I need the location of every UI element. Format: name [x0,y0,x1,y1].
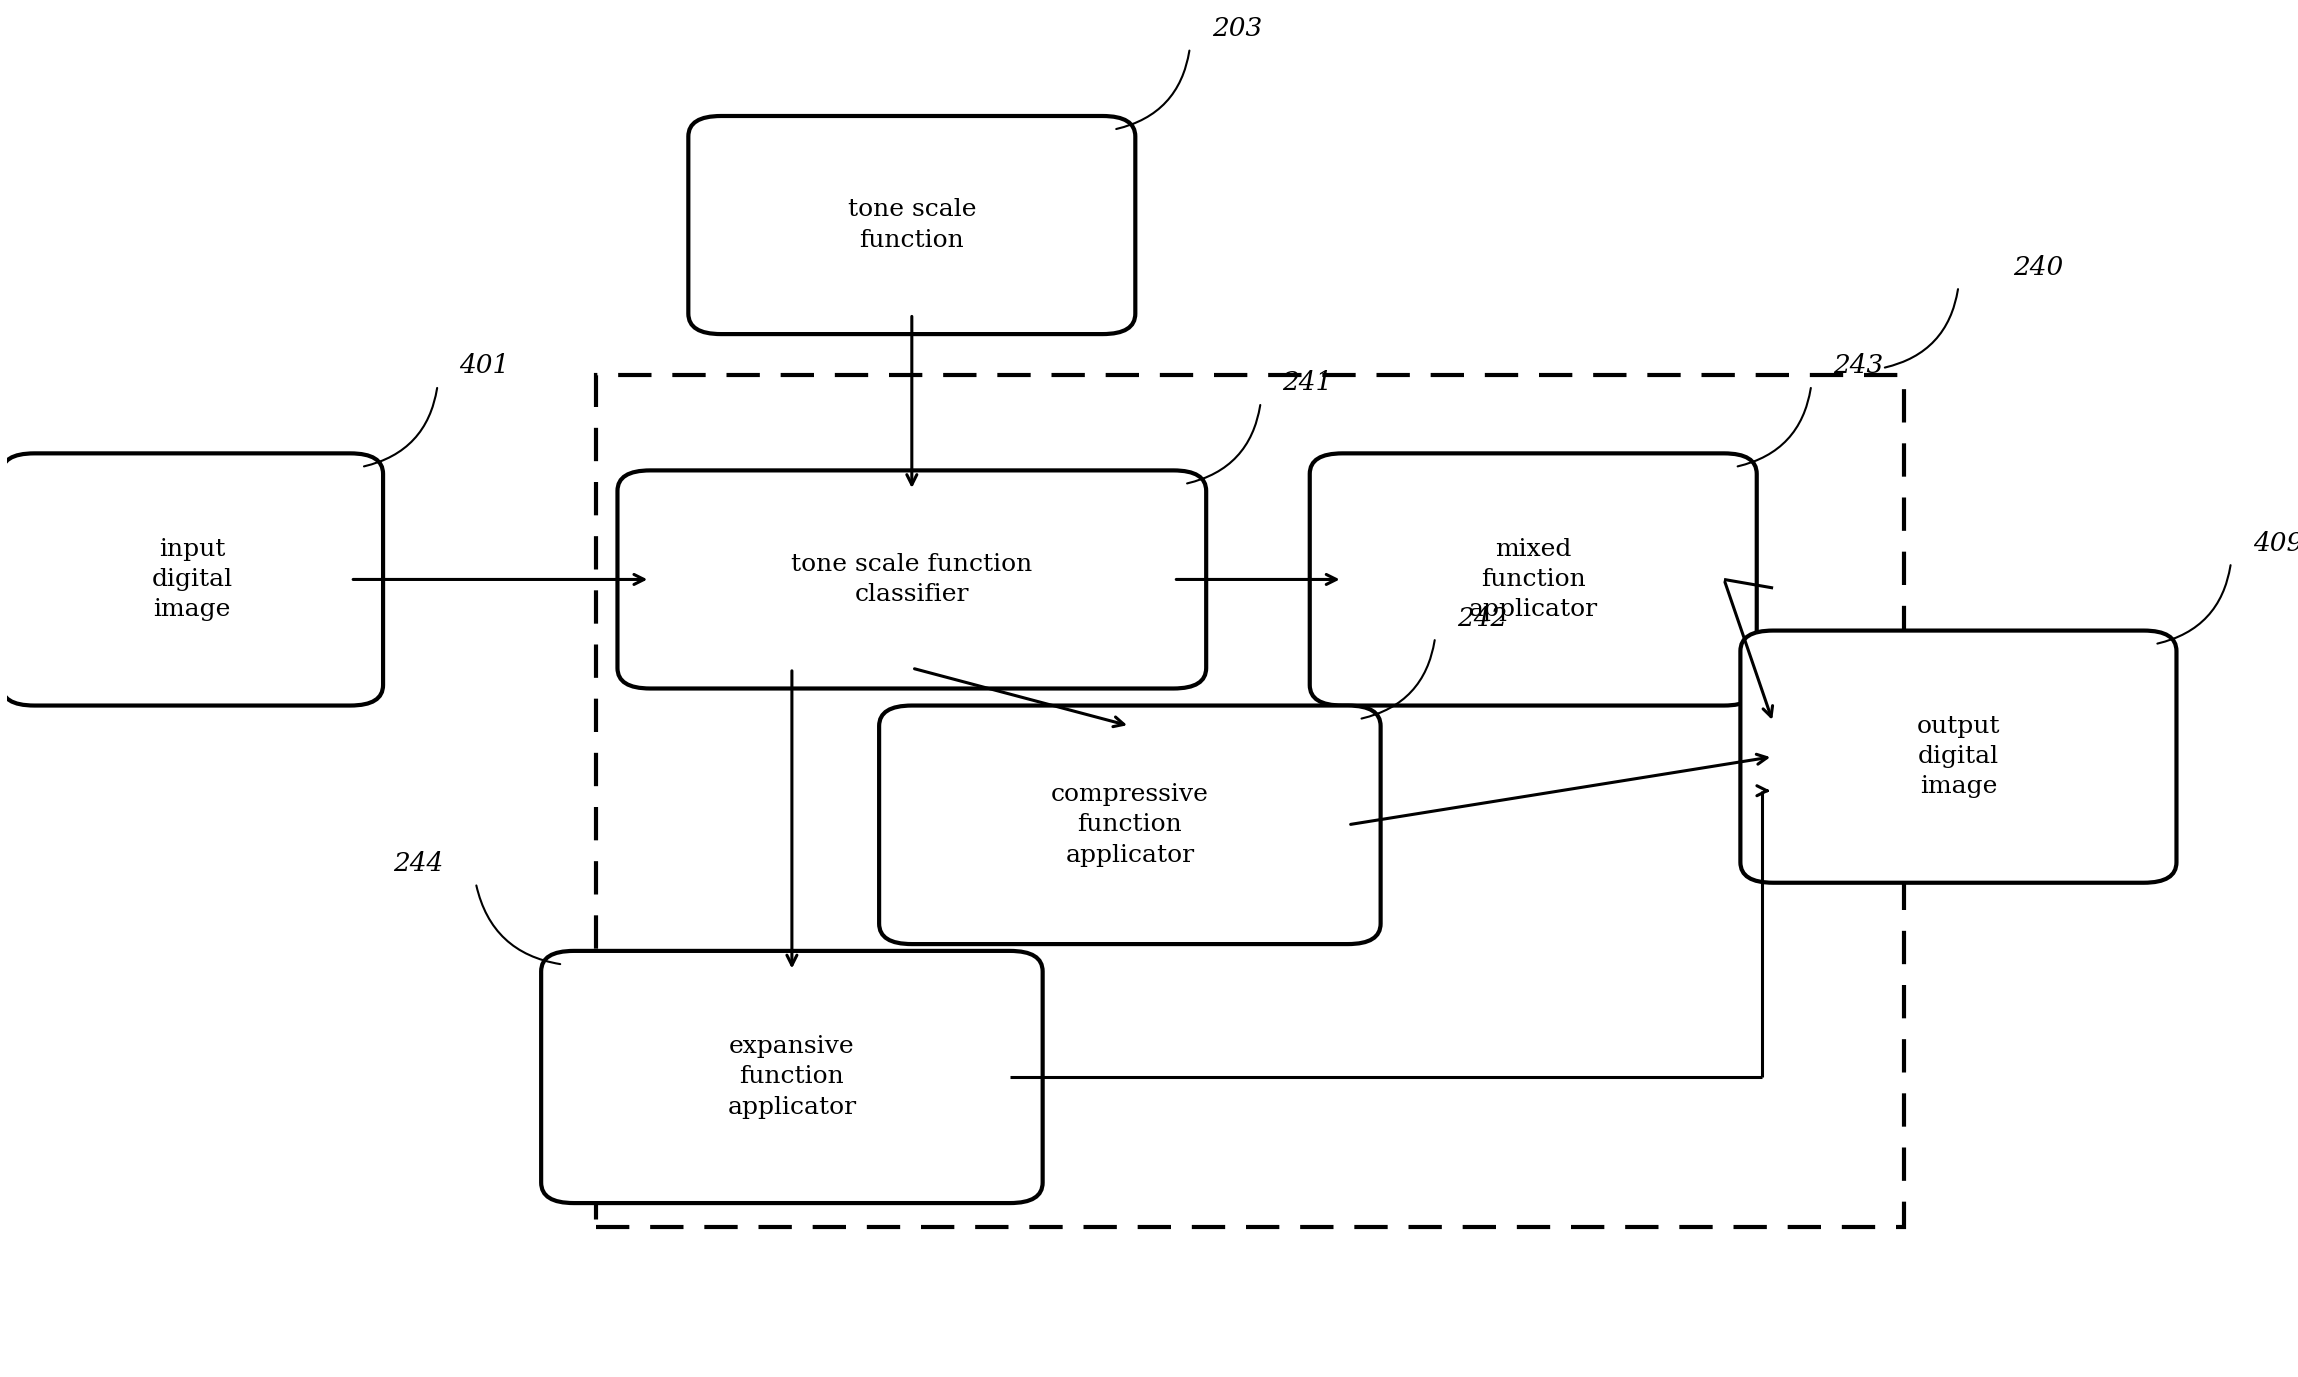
Text: compressive
function
applicator: compressive function applicator [1050,784,1209,866]
FancyBboxPatch shape [1310,453,1756,705]
FancyBboxPatch shape [689,116,1135,335]
Text: input
digital
image: input digital image [152,538,232,621]
FancyBboxPatch shape [880,705,1381,945]
Text: 240: 240 [2013,255,2064,280]
Text: expansive
function
applicator: expansive function applicator [728,1036,857,1118]
Text: mixed
function
applicator: mixed function applicator [1468,538,1597,621]
Text: 203: 203 [1211,17,1262,41]
FancyBboxPatch shape [540,952,1043,1203]
Text: 409: 409 [2252,530,2298,555]
Text: tone scale
function: tone scale function [848,198,977,252]
Text: output
digital
image: output digital image [1917,715,1999,799]
FancyBboxPatch shape [2,453,384,705]
Text: 241: 241 [1282,370,1333,395]
FancyBboxPatch shape [618,471,1206,688]
Text: 244: 244 [393,851,444,876]
Text: 242: 242 [1457,606,1507,631]
Bar [595,375,1905,1227]
FancyBboxPatch shape [1740,631,2176,883]
Text: 243: 243 [1834,354,1884,379]
Text: 401: 401 [460,354,510,379]
Text: tone scale function
classifier: tone scale function classifier [791,552,1032,606]
